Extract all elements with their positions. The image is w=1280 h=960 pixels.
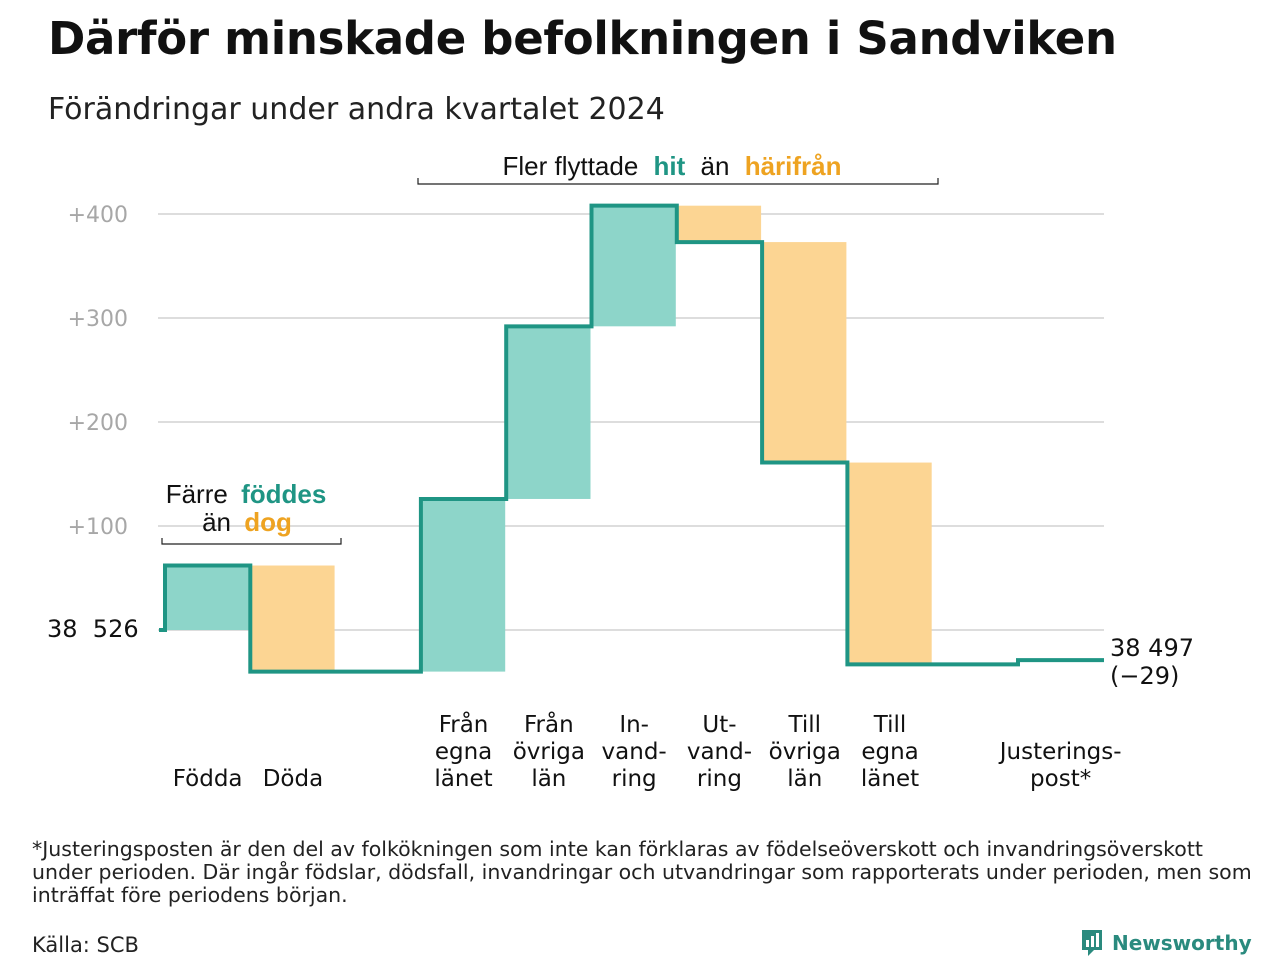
category-label: Till [873,712,907,738]
category-label: vand- [602,739,667,765]
bars [165,205,932,672]
category-label: länet [861,766,919,792]
y-tick-label: +200 [68,411,128,436]
births-an-text: än [202,507,231,537]
births-annotation-line1: Färre föddes [166,479,327,509]
migration-annotation: Fler flyttade hit än härifrån [502,151,841,181]
category-label: ring [612,766,657,792]
waterfall-chart: +100+200+300+400 Födda DödaFrånegnalänetF… [47,151,1194,792]
category-label: Födda [173,766,243,792]
running-total-line [159,203,1104,674]
category-labels: Födda DödaFrånegnalänetFrånövrigalänIn-va… [173,710,1122,792]
footnote: *Justeringsposten är den del av folkökni… [32,837,1252,907]
migration-annotation-text: Fler flyttade [502,151,638,181]
y-tick-label: +300 [68,307,128,332]
births-annotation-line2: än dog [202,507,292,537]
category-label: län [787,766,822,792]
category-label: egna [861,739,918,765]
category-label: länet [434,766,492,792]
category-label: Ut- [702,712,736,738]
bar-decrease [847,462,932,665]
births-annotation-text: Färre [166,479,228,509]
bar-decrease [762,242,847,463]
category-label: post* [1030,766,1091,792]
births-dog-text: dog [244,507,292,537]
category-label: vand- [687,739,752,765]
bar-increase [506,326,591,499]
bar-increase [165,565,250,630]
category-label: egna [435,739,492,765]
migration-harifran-text: härifrån [745,151,842,181]
category-label: Till [787,712,821,738]
births-bracket [161,538,342,545]
category-label: Justerings- [998,739,1122,765]
category-label: övriga [769,739,841,765]
category-label: Från [524,710,574,738]
category-label: Döda [263,766,323,792]
y-tick-label: +400 [68,203,128,228]
source-label: Källa: SCB [32,933,139,957]
brand[interactable]: Newsworthy [1080,928,1252,958]
bar-decrease [250,565,335,672]
end-value-label: 38 497 [1110,634,1194,662]
category-label: övriga [513,739,585,765]
category-label: Från [439,710,489,738]
bar-increase [591,205,676,327]
chart-subtitle: Förändringar under andra kvartalet 2024 [48,92,665,127]
category-label: län [531,766,566,792]
migration-middle-text: än [701,151,730,181]
migration-bracket [417,178,939,185]
running-total-path [159,203,1104,674]
migration-hit-text: hit [654,151,686,181]
newsworthy-logo-icon [1082,930,1102,956]
brand-name: Newsworthy [1112,931,1252,955]
start-value-label: 38 526 [47,615,139,643]
y-tick-label: +100 [68,515,128,540]
category-label: In- [619,712,649,738]
chart-title: Därför minskade befolkningen i Sandviken [48,12,1117,65]
net-change-label: (−29) [1110,662,1179,690]
bar-increase [420,498,506,672]
births-fodda-text: föddes [241,479,326,509]
bar-decrease [676,205,762,243]
category-label: ring [697,766,742,792]
